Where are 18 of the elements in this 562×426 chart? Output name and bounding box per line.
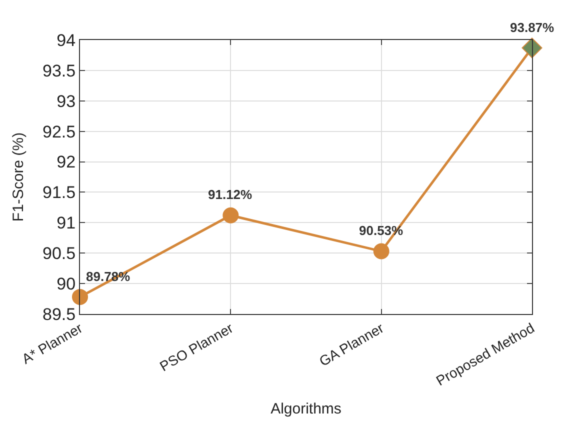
y-tick-label: 93	[56, 92, 76, 111]
point	[222, 207, 239, 224]
y-tick-label: 93.5	[42, 61, 76, 80]
y-tick-label: 94	[56, 30, 76, 50]
y-tick-label: 92	[56, 152, 76, 172]
point	[522, 38, 542, 58]
y-tick-label: 89.5	[42, 304, 76, 324]
data-label: 93.87%	[510, 20, 555, 35]
data-label: 91.12%	[208, 187, 253, 202]
point	[72, 288, 88, 305]
point	[373, 243, 390, 260]
y-axis-title: F1-Score (%)	[10, 132, 27, 222]
y-tick-label: 92.5	[42, 122, 76, 142]
x-axis-title: Algorithms	[270, 400, 342, 418]
y-tick-label: 90.5	[42, 244, 76, 264]
y-tick-label: 91.5	[42, 183, 76, 202]
y-tick-label: 90	[56, 274, 76, 294]
y-tick-label: 91	[56, 214, 76, 233]
